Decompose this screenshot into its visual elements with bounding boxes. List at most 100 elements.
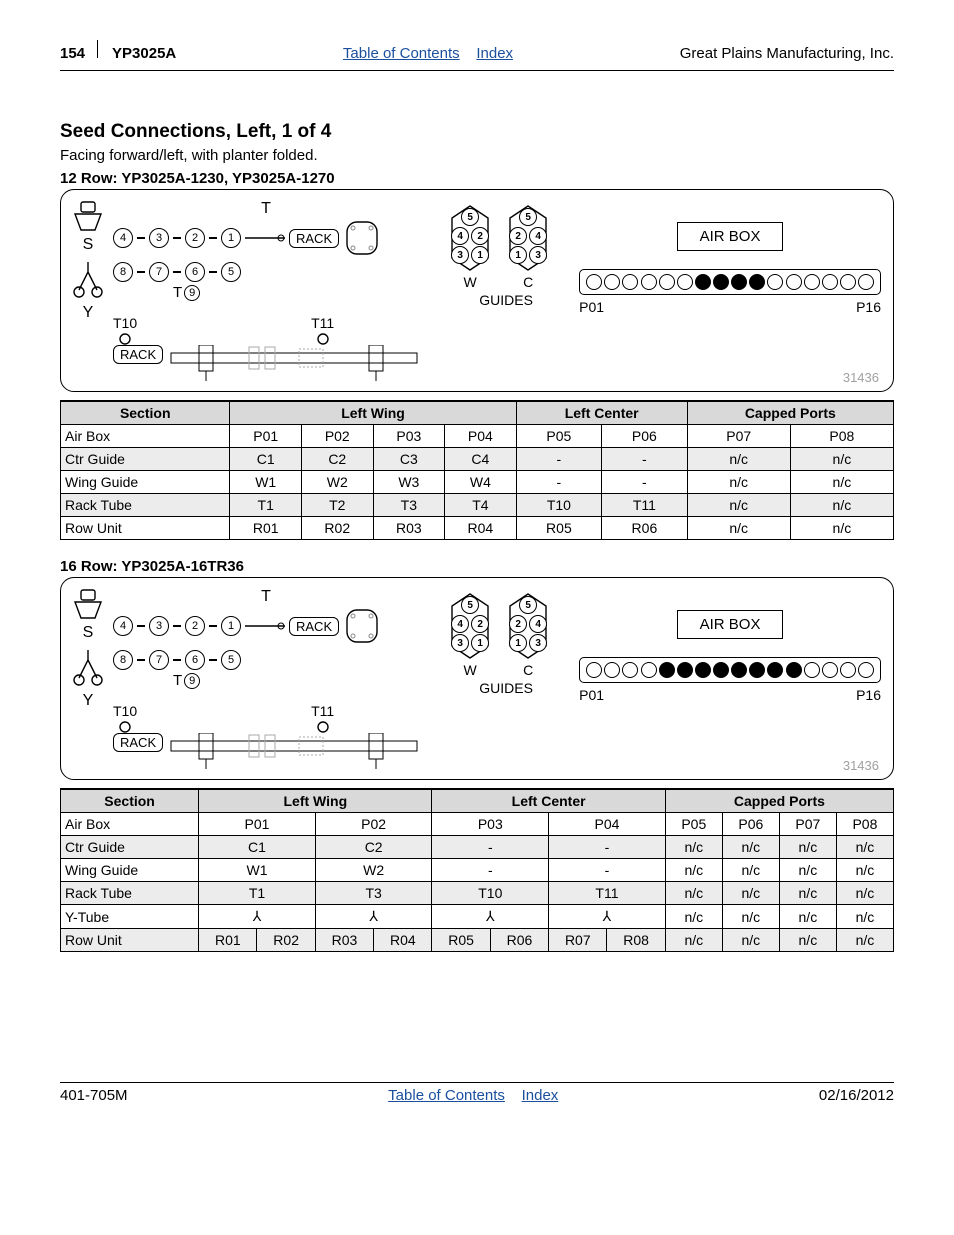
page-number: 154 [60,45,85,62]
y-label: Y [83,692,94,710]
index-link[interactable]: Index [476,45,513,62]
cell: C1 [230,448,302,471]
cell: W3 [373,471,445,494]
cell: R05 [516,517,602,540]
index-link-footer[interactable]: Index [522,1087,559,1104]
p01-label: P01 [579,299,604,315]
cell: n/c [687,448,790,471]
rack-label: RACK [289,229,339,248]
row-label: Wing Guide [61,471,230,494]
cell: ⅄ [549,905,666,929]
cell: W2 [302,471,374,494]
cell: R04 [445,517,517,540]
row-label: Row Unit [61,517,230,540]
cell: n/c [665,905,722,929]
p16-label: P16 [856,299,881,315]
cell: n/c [665,859,722,882]
port [695,274,711,290]
cell: C1 [199,836,316,859]
table-16row: Section Left Wing Left Center Capped Por… [60,788,894,952]
port [641,274,657,290]
port [695,662,711,678]
port [749,662,765,678]
doc-date: 02/16/2012 [819,1087,894,1104]
cell: - [516,471,602,494]
p16-label: P16 [856,687,881,703]
airbox-label: AIR BOX [677,610,784,639]
row-label: Air Box [61,813,199,836]
cell: C2 [302,448,374,471]
t9-label: T9 [113,672,419,689]
cell: n/c [836,836,893,859]
cell: P05 [665,813,722,836]
t11-label: T11 [311,315,334,331]
port [713,662,729,678]
cell: n/c [779,859,836,882]
cell: R08 [607,929,665,952]
cell: W1 [199,859,316,882]
cell: n/c [790,448,893,471]
w-label: W [464,662,477,678]
cell: T1 [230,494,302,517]
diagram-id-2: 31436 [843,758,879,773]
row2-circles: 8 7 6 5 [113,262,419,282]
cell: n/c [687,494,790,517]
cell: n/c [665,836,722,859]
cell: - [432,836,549,859]
cell: n/c [790,471,893,494]
cell: R03 [315,929,373,952]
port [749,274,765,290]
rack-label-2: RACK [113,345,163,364]
th-lw: Left Wing [199,789,432,813]
toc-link[interactable]: Table of Contents [343,45,460,62]
row-label: Wing Guide [61,859,199,882]
cell: - [602,471,688,494]
cell: R06 [602,517,688,540]
cell: W4 [445,471,517,494]
t11-label: T11 [311,703,334,719]
y-label: Y [83,304,94,322]
cell: P06 [722,813,779,836]
t-label: T [261,588,271,605]
airbox: AIR BOX P01 P16 [579,200,881,315]
t10-label: T10 [113,703,137,719]
port [804,274,820,290]
seed-hopper-icon [73,588,103,620]
cell: R04 [374,929,432,952]
cell: T11 [549,882,666,905]
row-label: Rack Tube [61,882,199,905]
cell: n/c [779,882,836,905]
c-label: C [523,662,533,678]
diagram-id-1: 31436 [843,370,879,385]
th-lc: Left Center [432,789,665,813]
port [622,662,638,678]
cell: ⅄ [199,905,316,929]
rack-track-icon [169,733,419,773]
cell: T3 [373,494,445,517]
cell: T4 [445,494,517,517]
cell: P03 [373,425,445,448]
cell: P02 [302,425,374,448]
cell: R01 [199,929,257,952]
company-name: Great Plains Manufacturing, Inc. [680,45,894,62]
cell: T11 [602,494,688,517]
row-label: Y-Tube [61,905,199,929]
rack-top-icon [245,229,285,247]
row1-circles: 4 3 2 1 [113,616,241,636]
cell: n/c [687,517,790,540]
port [858,274,874,290]
cell: R01 [230,517,302,540]
port [731,274,747,290]
port [659,662,675,678]
port [731,662,747,678]
th-section: Section [61,789,199,813]
cell: R05 [432,929,490,952]
toc-link-footer[interactable]: Table of Contents [388,1087,505,1104]
rack-track-icon [169,345,419,385]
section1-subhead: 12 Row: YP3025A-1230, YP3025A-1270 [60,170,894,187]
cell: C3 [373,448,445,471]
table-12row: Section Left Wing Left Center Capped Por… [60,400,894,540]
cell: C2 [315,836,432,859]
cell: P05 [516,425,602,448]
subtitle: Facing forward/left, with planter folded… [60,147,894,164]
